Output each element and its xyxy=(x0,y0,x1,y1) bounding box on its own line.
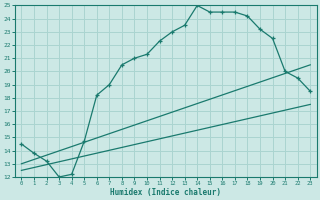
X-axis label: Humidex (Indice chaleur): Humidex (Indice chaleur) xyxy=(110,188,221,197)
